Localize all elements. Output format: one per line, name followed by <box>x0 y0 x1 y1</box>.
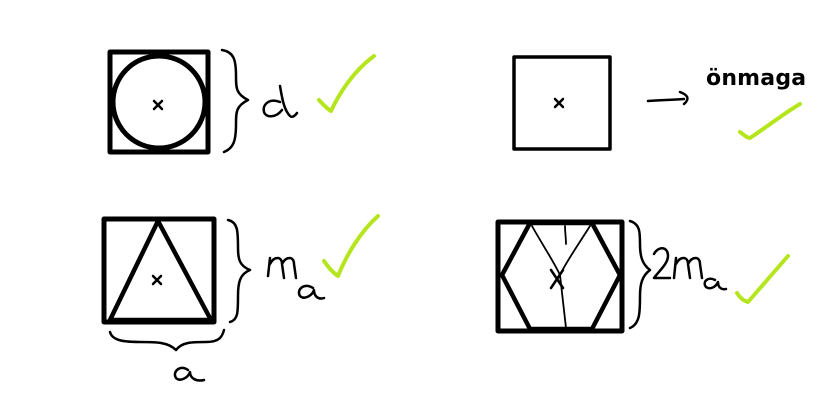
outer-square <box>101 216 217 325</box>
panel-square-in-square <box>512 55 802 151</box>
checkmark-3 <box>322 214 380 278</box>
handwritten-a <box>173 366 206 382</box>
inscribed-circle <box>110 53 208 151</box>
brace <box>220 48 250 154</box>
checkmark-1 <box>317 54 376 113</box>
apothem-lines <box>531 225 591 329</box>
center-mark <box>549 268 565 290</box>
checkmark-2 <box>738 102 802 140</box>
handwritten-a-subscript <box>297 284 326 300</box>
center-mark <box>151 274 163 286</box>
self-label: önmaga <box>706 66 807 91</box>
panel-hexagon-in-square <box>495 219 790 334</box>
handwritten-d <box>262 84 299 119</box>
handwritten-m <box>672 256 704 280</box>
handwritten-m <box>266 256 298 280</box>
inscribed-hexagon <box>499 220 623 332</box>
arrow <box>646 90 689 106</box>
panel-triangle-in-square <box>101 214 380 382</box>
center-mark <box>152 99 164 111</box>
outer-square <box>107 49 211 155</box>
brace-bottom <box>108 328 226 352</box>
checkmark-4 <box>735 254 790 304</box>
handwritten-a-subscript <box>703 277 728 291</box>
brace <box>628 219 652 330</box>
panel-circle-in-square <box>107 48 376 155</box>
brace-right <box>226 218 252 324</box>
inscribed-triangle <box>107 218 214 323</box>
center-mark <box>553 97 565 109</box>
handwritten-2 <box>652 247 672 280</box>
outer-square <box>512 55 612 151</box>
